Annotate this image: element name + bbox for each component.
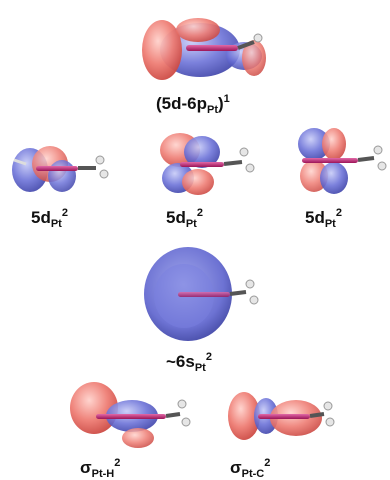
label-5d-3: 5dPt2: [305, 207, 342, 230]
label-6s: ~6sPt2: [166, 351, 212, 374]
methyl-bond: [357, 156, 375, 162]
h-atom: [181, 417, 191, 427]
label-sigma-pt-h: σPt-H2: [80, 457, 121, 480]
orbital-sigma-pt-c: [228, 392, 335, 440]
lobe-positive: [182, 169, 214, 195]
h-atom: [239, 147, 249, 157]
h-atom: [377, 161, 387, 171]
pt-bond: [96, 414, 166, 419]
h-atom: [245, 163, 255, 173]
lobe-positive: [300, 160, 328, 192]
lobe-positive: [122, 428, 154, 448]
h-atom: [323, 401, 333, 411]
methyl-bond: [223, 160, 243, 166]
h-atom: [249, 295, 259, 305]
lobe-negative: [298, 128, 330, 160]
h-atom: [99, 169, 109, 179]
label-5d-2: 5dPt2: [166, 207, 203, 230]
h-atom: [95, 155, 105, 165]
methyl-bond: [309, 412, 325, 418]
label-5d-6p: (5d-6pPt)1: [156, 93, 230, 116]
lobe-positive: [228, 392, 260, 440]
pt-bond: [186, 45, 238, 51]
label-5d-1: 5dPt2: [31, 207, 68, 230]
pt-bond: [180, 162, 224, 167]
orbital-5d-6p-mixed: [142, 18, 266, 80]
orbital-6s: [144, 247, 259, 341]
methyl-bond: [229, 290, 247, 296]
lobe-positive: [70, 382, 118, 434]
orbital-5d-1: [12, 146, 109, 192]
lobe-positive: [322, 128, 346, 160]
h-atom: [325, 417, 335, 427]
orbital-5d-3: [298, 128, 387, 194]
h-atom: [253, 33, 263, 43]
label-sigma-pt-c: σPt-C2: [230, 457, 271, 480]
h-atom: [373, 145, 383, 155]
methyl-bond: [237, 40, 255, 50]
methyl-bond: [165, 412, 181, 418]
orbital-5d-2: [160, 133, 255, 195]
lobe-negative: [320, 162, 348, 194]
lobe-negative: [184, 136, 220, 168]
pt-bond: [258, 414, 310, 419]
h-atom: [245, 279, 255, 289]
h-bond: [13, 158, 27, 166]
lobe-negative: [48, 160, 76, 192]
lobe-positive: [242, 40, 266, 76]
orbital-sigma-pt-h: [70, 382, 191, 448]
lobe-positive: [142, 20, 182, 80]
pt-bond: [178, 292, 230, 297]
h-atom: [177, 399, 187, 409]
pt-bond: [36, 166, 78, 171]
lobe-positive: [176, 18, 220, 42]
pt-bond: [302, 158, 358, 163]
